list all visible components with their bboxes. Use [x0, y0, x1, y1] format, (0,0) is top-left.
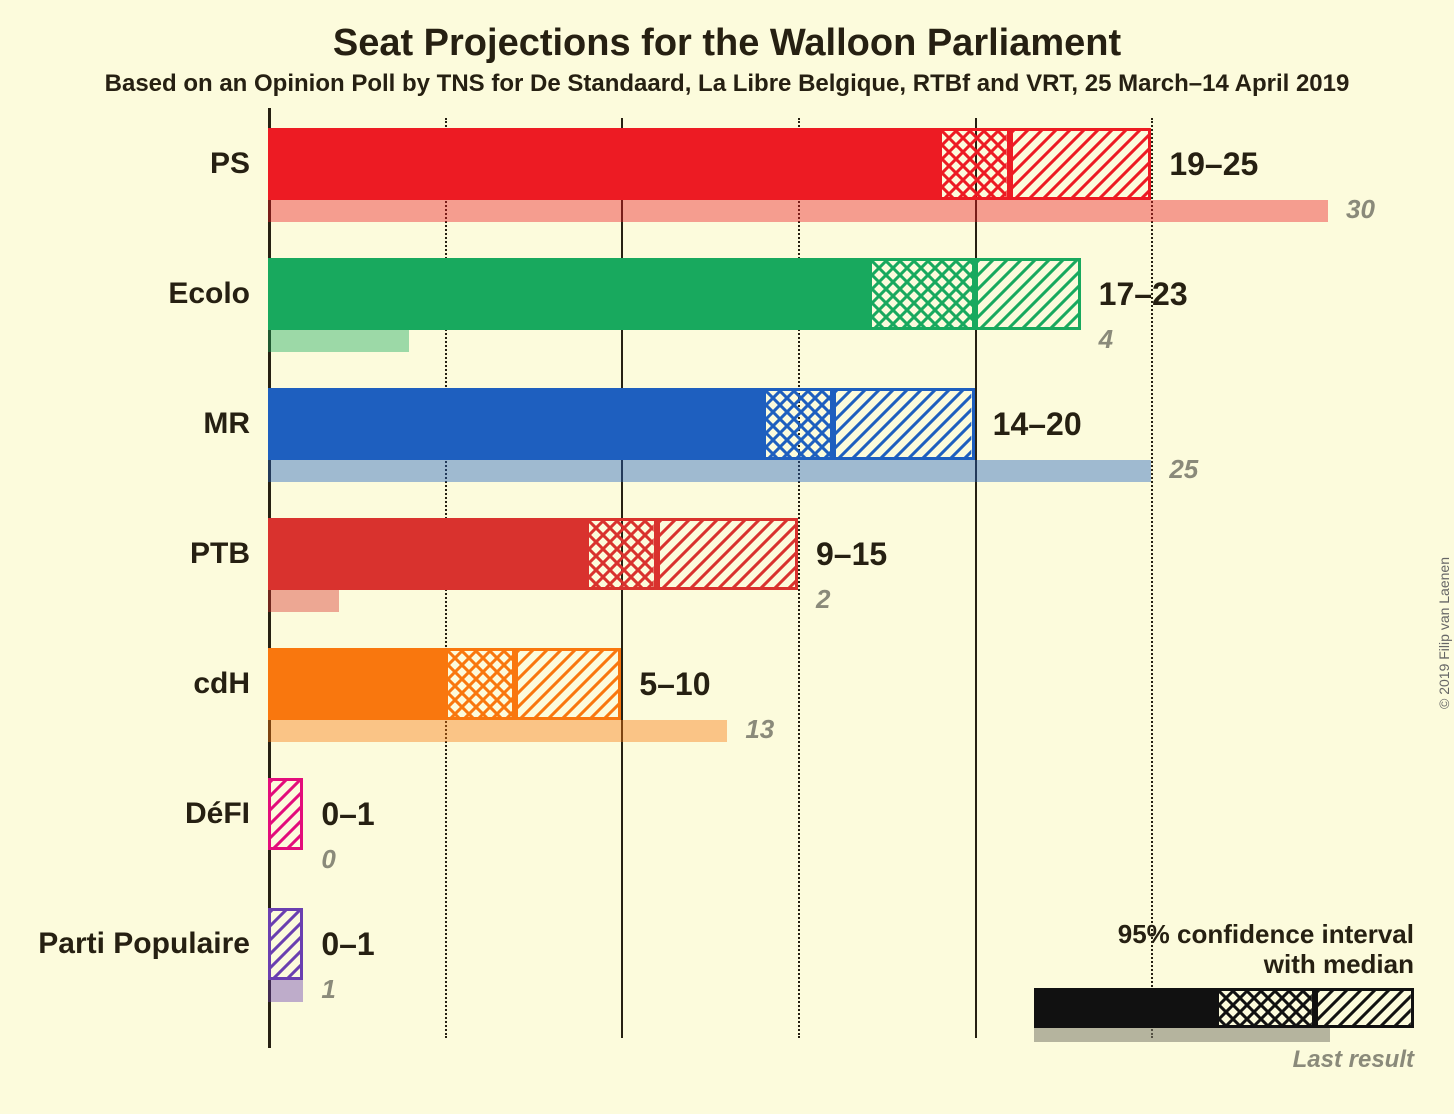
legend-last-bar [1034, 1028, 1330, 1042]
ci-bar [268, 258, 1081, 330]
ci-diag [657, 518, 798, 590]
legend-diag [1315, 988, 1414, 1028]
ci-diag [833, 388, 974, 460]
party-label: cdH [193, 667, 268, 701]
ci-diag [268, 778, 303, 850]
party-row: MR 14–2025 [268, 388, 1328, 518]
party-label: Parti Populaire [38, 927, 268, 961]
party-label: PS [210, 147, 268, 181]
party-label: PTB [190, 537, 268, 571]
party-row: DéFI 0–10 [268, 778, 1328, 908]
ci-cross [445, 648, 516, 720]
ci-diag [268, 908, 303, 980]
party-label: MR [203, 407, 268, 441]
legend-title-line1: 95% confidence interval [1034, 920, 1414, 950]
last-result-bar [268, 590, 339, 612]
last-result-bar [268, 330, 409, 352]
legend-last-label: Last result [1034, 1046, 1414, 1074]
ci-solid [268, 258, 869, 330]
ci-bar [268, 778, 303, 850]
range-label: 17–23 [1099, 276, 1188, 313]
ci-cross [869, 258, 975, 330]
chart-subtitle: Based on an Opinion Poll by TNS for De S… [0, 70, 1454, 98]
ci-cross [939, 128, 1010, 200]
ci-bar [268, 648, 621, 720]
legend-title: 95% confidence interval with median [1034, 920, 1414, 980]
legend-cross [1216, 988, 1315, 1028]
last-result-bar [268, 200, 1328, 222]
last-result-label: 13 [745, 714, 774, 745]
ci-diag [1010, 128, 1151, 200]
ci-cross [586, 518, 657, 590]
legend: 95% confidence interval with median Last… [1034, 920, 1414, 1074]
ci-diag [975, 258, 1081, 330]
party-row: PTB 9–152 [268, 518, 1328, 648]
last-result-bar [268, 980, 303, 1002]
party-row: Ecolo 17–234 [268, 258, 1328, 388]
last-result-label: 30 [1346, 194, 1375, 225]
legend-title-line2: with median [1034, 950, 1414, 980]
plot-area: PS 19–2530Ecolo [268, 118, 1328, 1038]
range-label: 5–10 [639, 666, 710, 703]
range-label: 9–15 [816, 536, 887, 573]
legend-solid [1034, 988, 1216, 1028]
copyright-note: © 2019 Filip van Laenen [1436, 557, 1452, 709]
range-label: 14–20 [993, 406, 1082, 443]
ci-bar [268, 388, 975, 460]
party-label: DéFI [185, 797, 268, 831]
ci-solid [268, 518, 586, 590]
range-label: 0–1 [321, 926, 374, 963]
party-row: cdH 5–1013 [268, 648, 1328, 778]
range-label: 19–25 [1169, 146, 1258, 183]
ci-diag [515, 648, 621, 720]
last-result-label: 4 [1099, 324, 1113, 355]
chart-title: Seat Projections for the Walloon Parliam… [0, 22, 1454, 65]
legend-bar [1034, 988, 1414, 1028]
last-result-label: 25 [1169, 454, 1198, 485]
ci-bar [268, 518, 798, 590]
ci-solid [268, 128, 939, 200]
last-result-label: 0 [321, 844, 335, 875]
last-result-label: 1 [321, 974, 335, 1005]
last-result-bar [268, 720, 727, 742]
last-result-bar [268, 460, 1151, 482]
ci-cross [763, 388, 834, 460]
last-result-label: 2 [816, 584, 830, 615]
party-label: Ecolo [168, 277, 268, 311]
ci-solid [268, 648, 445, 720]
ci-solid [268, 388, 763, 460]
ci-bar [268, 128, 1151, 200]
range-label: 0–1 [321, 796, 374, 833]
ci-bar [268, 908, 303, 980]
party-row: PS 19–2530 [268, 128, 1328, 258]
